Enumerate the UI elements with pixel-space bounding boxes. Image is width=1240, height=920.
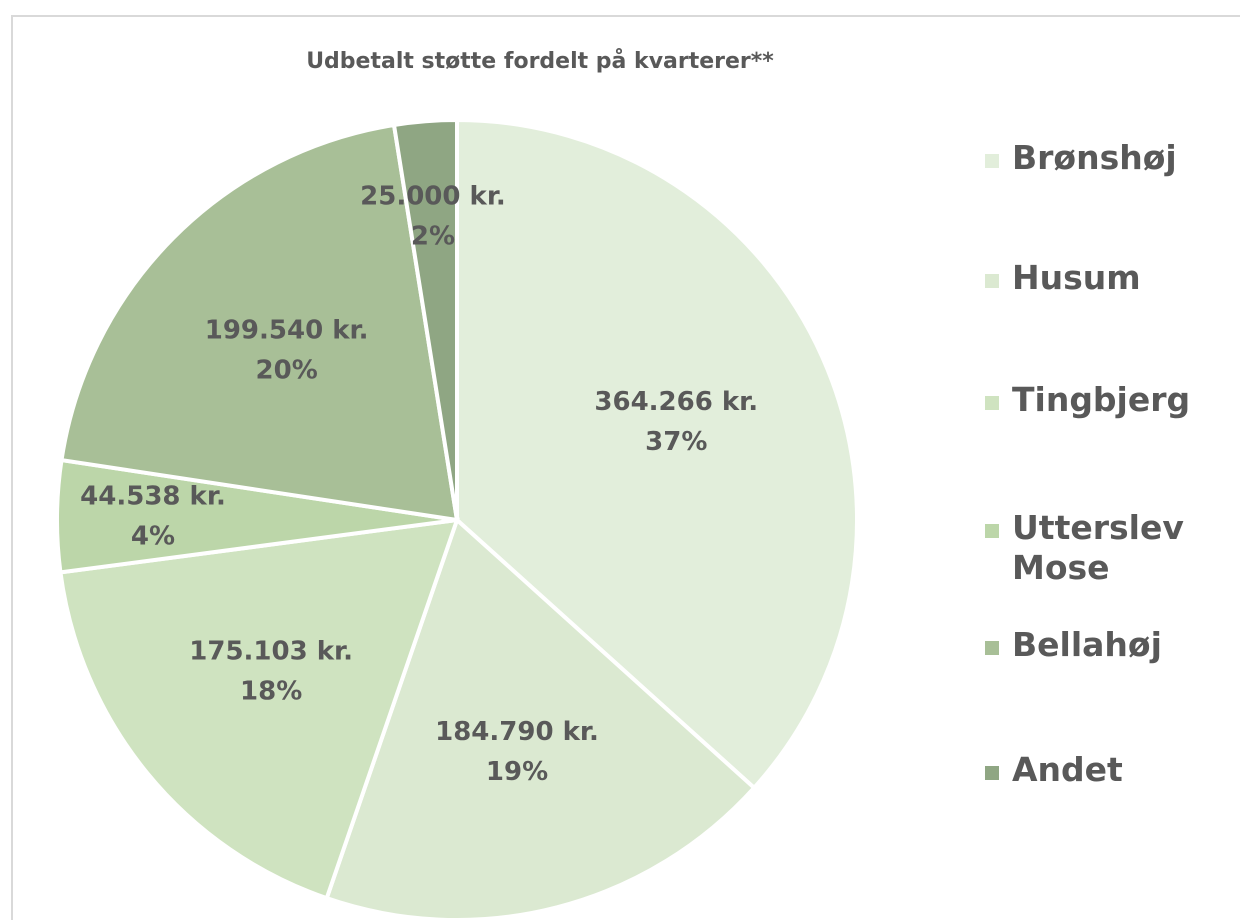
legend-label: Husum [1012, 258, 1141, 297]
legend-label: Utterslev Mose [1012, 508, 1184, 587]
percent-label: 2% [411, 221, 455, 251]
pie-slice [455, 117, 859, 791]
chart-title: Udbetalt støtte fordelt på kvarterer** [306, 48, 774, 74]
pie-slice [58, 517, 460, 901]
percent-label: 19% [486, 757, 548, 787]
legend-label: Bellahøj [1012, 625, 1162, 664]
legend-swatch [985, 766, 999, 780]
chart-frame [11, 15, 1240, 920]
data-label: 25.000 kr. [360, 181, 506, 211]
legend-item: Tingbjerg [985, 380, 1212, 420]
legend-label: Brønshøj [1012, 138, 1177, 177]
legend-label: Andet [1012, 750, 1123, 789]
pie-slice [324, 516, 757, 920]
legend-swatch [985, 274, 999, 288]
percent-label: 37% [645, 427, 707, 457]
pie-slice [391, 117, 459, 521]
data-label: 184.790 kr. [435, 717, 599, 747]
legend-item: Husum [985, 258, 1212, 298]
legend-item: Brønshøj [985, 138, 1212, 178]
percent-label: 4% [131, 522, 175, 552]
legend-item: Andet [985, 750, 1212, 790]
legend-swatch [985, 641, 999, 655]
data-label: 364.266 kr. [594, 387, 758, 417]
data-label: 175.103 kr. [189, 636, 353, 666]
data-label: 199.540 kr. [205, 315, 369, 345]
legend-swatch [985, 396, 999, 410]
legend-swatch [985, 154, 999, 168]
legend-label: Tingbjerg [1012, 380, 1191, 419]
percent-label: 20% [256, 355, 318, 385]
legend-item: Utterslev Mose [985, 508, 1212, 588]
legend-item: Bellahøj [985, 625, 1212, 665]
percent-label: 18% [240, 676, 302, 706]
pie-slice [59, 122, 460, 523]
legend-swatch [985, 524, 999, 538]
data-label: 44.538 kr. [80, 482, 226, 512]
